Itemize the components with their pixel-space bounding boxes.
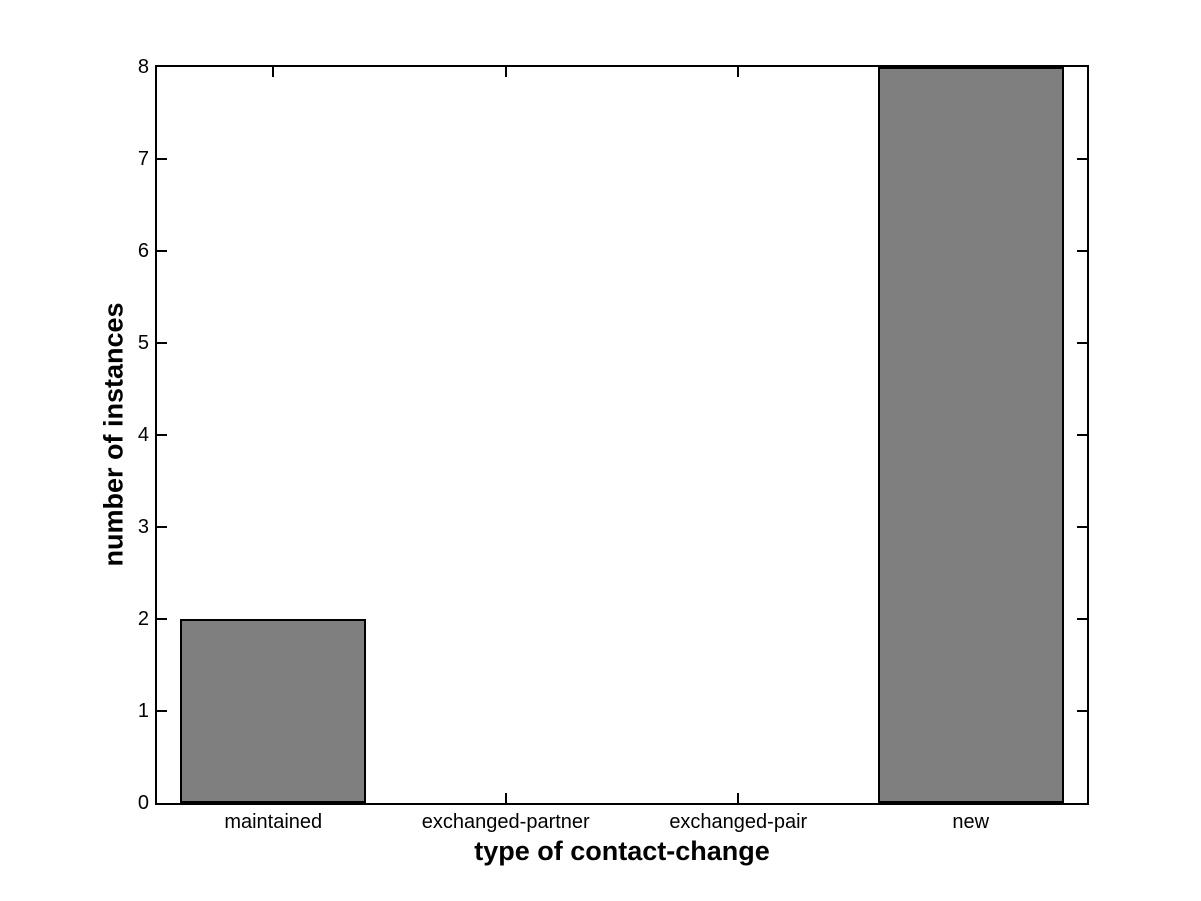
axis-tick xyxy=(157,710,167,712)
y-tick-label: 4 xyxy=(137,424,149,446)
axis-tick xyxy=(737,793,740,803)
x-tick-label: exchanged-partner xyxy=(421,811,590,833)
y-axis-label: number of instances xyxy=(98,302,129,567)
y-tick-label: 2 xyxy=(137,608,149,630)
x-tick-label: new xyxy=(952,811,990,833)
axis-tick xyxy=(157,434,167,436)
axis-tick xyxy=(157,342,167,344)
y-tick-label: 6 xyxy=(137,240,149,262)
axis-tick xyxy=(1077,710,1087,712)
y-tick-label: 5 xyxy=(137,332,149,354)
axis-tick xyxy=(504,793,507,803)
x-tick-label: maintained xyxy=(224,811,323,833)
axis-tick xyxy=(1077,342,1087,344)
axis-tick xyxy=(1077,434,1087,436)
axis-tick xyxy=(504,67,507,77)
y-tick-label: 0 xyxy=(137,792,149,814)
axis-tick xyxy=(157,250,167,252)
x-axis-label: type of contact-change xyxy=(474,836,770,866)
bar-new xyxy=(877,67,1064,803)
axis-tick xyxy=(157,526,167,528)
y-tick-label: 3 xyxy=(137,516,149,538)
axis-tick xyxy=(1077,250,1087,252)
axis-tick xyxy=(737,67,740,77)
axis-tick xyxy=(157,618,167,620)
y-tick-label: 1 xyxy=(137,700,149,722)
axis-tick xyxy=(272,67,275,77)
axis-tick xyxy=(1077,526,1087,528)
y-tick-label: 8 xyxy=(137,56,149,78)
axis-tick xyxy=(1077,618,1087,620)
y-tick-label: 7 xyxy=(137,148,149,170)
plot-area xyxy=(155,65,1089,805)
x-tick-label: exchanged-pair xyxy=(669,811,808,833)
bar-maintained xyxy=(180,619,367,803)
axis-tick xyxy=(1077,158,1087,160)
axis-tick xyxy=(157,158,167,160)
